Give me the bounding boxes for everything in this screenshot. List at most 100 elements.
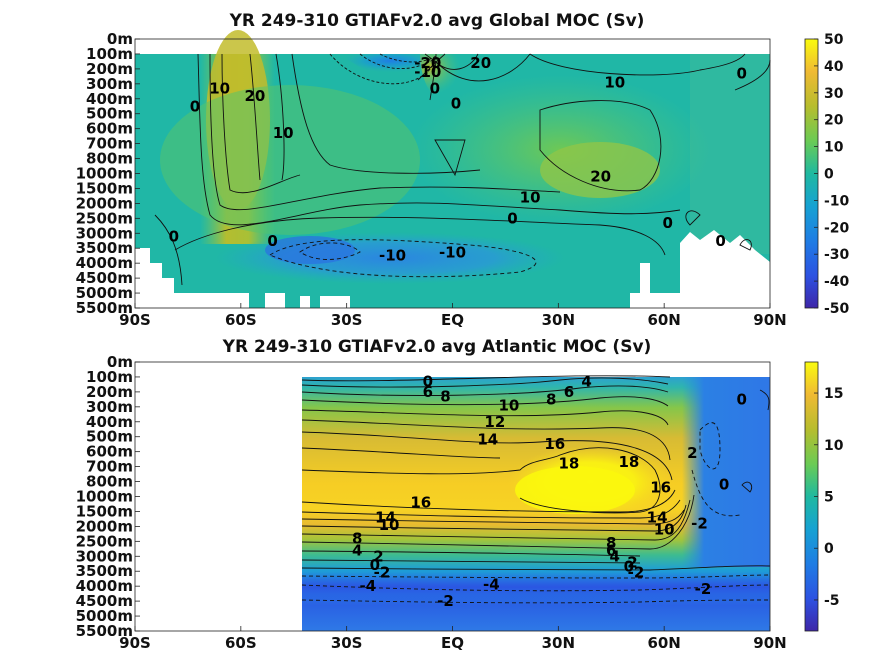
contour-label: 6: [423, 383, 433, 401]
contour-label: 2: [627, 553, 637, 571]
contour-label: -2: [695, 580, 712, 598]
colorbar-tick-label: -10: [824, 193, 850, 209]
contour-label: 0: [423, 372, 433, 390]
contour-label: 0: [737, 64, 747, 82]
y-tick-label: 300m: [86, 398, 133, 416]
contour-label: 8: [546, 390, 556, 408]
contour-label: 8: [440, 387, 450, 405]
contour-label: 0: [190, 97, 200, 115]
contour-label: -2: [628, 564, 645, 582]
contour-label: -20: [414, 54, 441, 72]
contour-label: 10: [654, 520, 675, 538]
global-moc-field: [135, 30, 770, 308]
x-tick-label: 30S: [331, 634, 363, 652]
y-tick-label: 5500m: [76, 299, 133, 317]
y-tick-label: 2000m: [76, 194, 133, 212]
contour-label: 20: [245, 87, 266, 105]
contour-label: 10: [273, 124, 294, 142]
contour-label: 16: [410, 493, 431, 511]
y-tick-label: 0m: [107, 30, 133, 48]
contour-label: -4: [483, 576, 500, 594]
contour-label: 0: [370, 556, 380, 574]
y-tick-label: 3000m: [76, 224, 133, 242]
atlantic-moc-colorbar: 15 10 5 0 -5: [804, 361, 844, 632]
colorbar-tick-label: -5: [824, 593, 840, 609]
contour-label: 0: [719, 476, 729, 494]
atlantic-moc-colorbar-ticks: 15 10 5 0 -5: [814, 386, 844, 609]
colorbar-tick-label: 5: [824, 490, 834, 506]
contour-label: 10: [520, 188, 541, 206]
contour-label: 2: [373, 547, 383, 565]
y-tick-label: 5000m: [76, 284, 133, 302]
atlantic-moc-title: YR 249-310 GTIAFv2.0 avg Atlantic MOC (S…: [222, 337, 652, 357]
contour-label: -2: [691, 514, 708, 532]
colorbar-tick-label: 30: [824, 86, 844, 102]
y-tick-label: 100m: [86, 45, 133, 63]
y-tick-label: 2500m: [76, 532, 133, 550]
atlantic-moc-x-ticks: 90S 60S 30S EQ 30N 60N 90N: [119, 626, 787, 652]
x-tick-label: 90N: [753, 634, 786, 652]
global-moc-colorbar-ticks: 50 40 30 20 10 0 -10 -20 -30 -40 -50: [814, 32, 850, 317]
contour-label: 4: [610, 547, 620, 565]
y-tick-label: 800m: [86, 150, 133, 168]
x-tick-label: 30N: [542, 634, 575, 652]
colorbar-tick-label: 50: [824, 32, 844, 48]
contour-label: 12: [484, 413, 505, 431]
y-tick-label: 2000m: [76, 517, 133, 535]
y-tick-label: 2500m: [76, 209, 133, 227]
y-tick-label: 4500m: [76, 592, 133, 610]
contour-label: 16: [650, 479, 671, 497]
atlantic-moc-panel: YR 249-310 GTIAFv2.0 avg Atlantic MOC (S…: [76, 337, 844, 652]
colorbar-tick-label: -50: [824, 301, 850, 317]
colorbar-tick-label: 0: [824, 541, 834, 557]
contour-label: -10: [439, 244, 466, 262]
contour-label: 0: [737, 390, 747, 408]
contour-label: 0: [662, 214, 672, 232]
x-tick-label: EQ: [441, 311, 464, 329]
global-moc-contours: [154, 53, 771, 286]
contour-label: 18: [618, 453, 639, 471]
y-tick-label: 1000m: [76, 488, 133, 506]
contour-label: 10: [499, 396, 520, 414]
contour-label: 8: [352, 529, 362, 547]
contour-label: 16: [544, 435, 565, 453]
contour-label: -4: [359, 577, 376, 595]
contour-label: 0: [169, 227, 179, 245]
y-tick-label: 500m: [86, 105, 133, 123]
y-tick-label: 700m: [86, 458, 133, 476]
contour-label: 0: [507, 209, 517, 227]
contour-label: 6: [606, 541, 616, 559]
y-tick-label: 400m: [86, 413, 133, 431]
y-tick-label: 1500m: [76, 179, 133, 197]
contour-label: 20: [470, 54, 491, 72]
colorbar-tick-label: -20: [824, 220, 850, 236]
x-tick-label: 90N: [753, 311, 786, 329]
contour-label: 0: [430, 79, 440, 97]
x-tick-label: 30S: [331, 311, 363, 329]
y-tick-label: 200m: [86, 383, 133, 401]
x-tick-label: 30N: [542, 311, 575, 329]
y-tick-label: 5500m: [76, 622, 133, 640]
y-tick-label: 400m: [86, 90, 133, 108]
x-tick-label: 60N: [647, 634, 680, 652]
atlantic-moc-y-ticks: 0m100m200m300m400m500m600m700m800m1000m1…: [76, 353, 140, 640]
contour-label: 18: [558, 455, 579, 473]
contour-label: 20: [590, 167, 611, 185]
y-tick-label: 0m: [107, 353, 133, 371]
contour-label: 4: [352, 541, 362, 559]
contour-label: 10: [379, 516, 400, 534]
contour-label: 14: [375, 508, 396, 526]
y-tick-label: 600m: [86, 120, 133, 138]
y-tick-label: 300m: [86, 75, 133, 93]
global-moc-colorbar: 50 40 30 20 10 0 -10 -20 -30 -40 -50: [804, 32, 850, 317]
contour-label: 10: [604, 73, 625, 91]
y-tick-label: 4000m: [76, 577, 133, 595]
x-tick-label: EQ: [441, 634, 464, 652]
x-tick-label: 60S: [225, 311, 257, 329]
contour-label: -2: [374, 564, 391, 582]
colorbar-tick-label: 20: [824, 113, 844, 129]
contour-label: 4: [581, 372, 591, 390]
colorbar-tick-label: -40: [824, 274, 850, 290]
